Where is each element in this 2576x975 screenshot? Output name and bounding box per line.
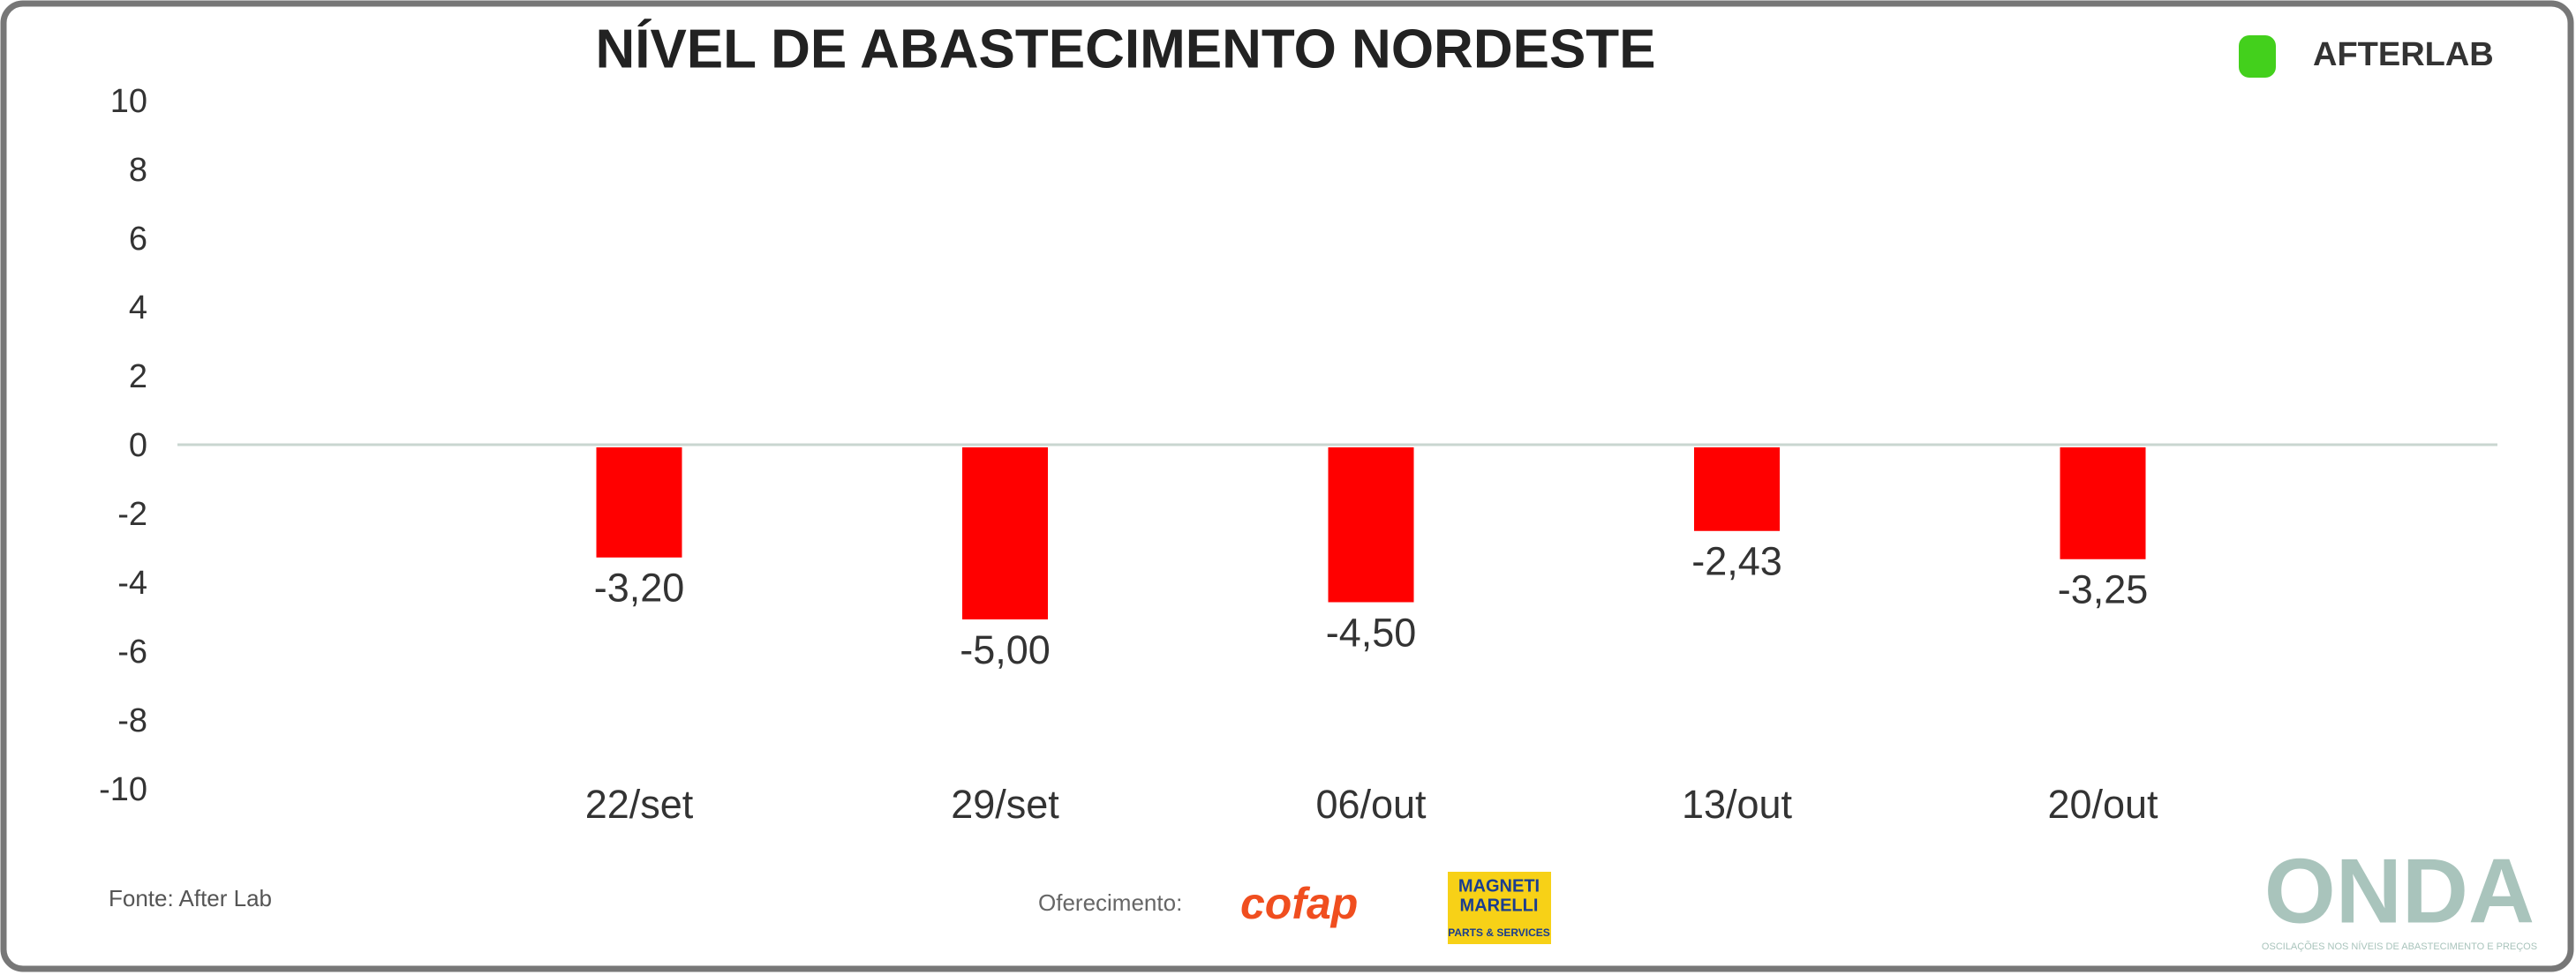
value-label: -4,50 [1326,610,1417,655]
footer-logo: ONDA [2264,840,2535,942]
chart-title: NÍVEL DE ABASTECIMENTO NORDESTE [595,19,1655,79]
source-note: Fonte: After Lab [109,885,272,911]
y-tick-label: -2 [117,496,147,533]
sponsor-logo-box [1448,872,1551,944]
x-tick-label: 06/out [1315,782,1427,827]
y-tick-label: 0 [129,427,147,464]
sponsor-logo: MAGNETI [1458,876,1540,896]
bar [2060,447,2146,559]
value-label: -5,00 [960,627,1051,672]
y-tick-label: 10 [110,83,147,120]
brand-icon [2239,35,2276,78]
x-tick-label: 22/set [585,782,694,827]
bar [1328,447,1414,603]
y-tick-label: -10 [99,771,147,808]
x-tick-label: 20/out [2047,782,2158,827]
y-tick-label: 4 [129,289,147,326]
value-label: -3,25 [2058,567,2149,612]
value-label: -2,43 [1691,539,1782,584]
bar [1694,447,1780,531]
footer-tagline: OSCILAÇÕES NOS NÍVEIS DE ABASTECIMENTO E… [2262,941,2537,952]
sponsor-logo: MARELLI [1460,896,1539,915]
bar [596,447,682,558]
sponsor-label: Oferecimento: [1038,889,1182,916]
y-tick-label: 6 [129,221,147,258]
bar [962,447,1048,619]
y-tick-label: -6 [117,634,147,671]
y-tick-label: 2 [129,358,147,395]
y-tick-label: -4 [117,565,147,602]
y-tick-label: -8 [117,702,147,739]
y-tick-label: 8 [129,152,147,189]
sponsor-logo: cofap [1240,879,1358,928]
value-label: -3,20 [594,566,685,611]
sponsor-logo: PARTS & SERVICES [1448,926,1550,939]
brand-logo: AFTERLAB [2313,36,2494,73]
x-tick-label: 13/out [1682,782,1793,827]
x-tick-label: 29/set [951,782,1059,827]
